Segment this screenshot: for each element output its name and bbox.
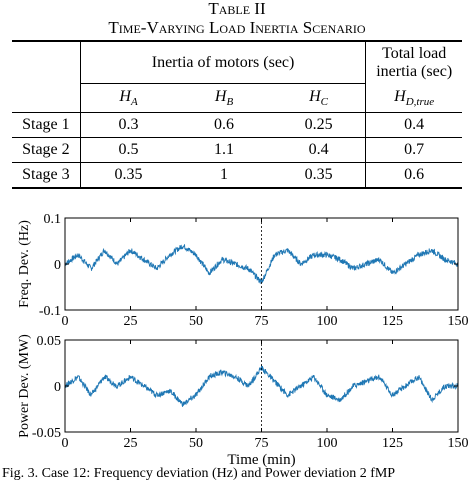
x-tick-label: 0 bbox=[62, 436, 69, 451]
x-axis-label: Time (min) bbox=[227, 452, 295, 468]
table-row: Stage 1 0.3 0.6 0.25 0.4 bbox=[12, 112, 462, 138]
x-tick-label: 75 bbox=[255, 314, 269, 329]
y-tick-label: 0 bbox=[54, 258, 61, 273]
y-tick-label: -0.05 bbox=[32, 426, 61, 441]
row-label: Stage 1 bbox=[12, 112, 81, 138]
cell-value: 0.6 bbox=[176, 112, 272, 138]
figure-caption: Fig. 3. Case 12: Frequency deviation (Hz… bbox=[2, 466, 396, 481]
cell-value: 0.6 bbox=[365, 162, 462, 189]
header-empty-cell bbox=[12, 83, 81, 113]
y-tick-label: 0.1 bbox=[44, 212, 62, 227]
cell-value: 0.7 bbox=[365, 137, 462, 163]
table-corner-cell bbox=[12, 40, 81, 84]
x-tick-label: 50 bbox=[189, 436, 203, 451]
table-row: Stage 3 0.35 1 0.35 0.6 bbox=[12, 162, 462, 189]
table-caption-number: Table II bbox=[208, 0, 266, 18]
inertia-table: Inertia of motors (sec) Total load inerti… bbox=[12, 40, 462, 189]
x-tick-label: 25 bbox=[124, 436, 138, 451]
cell-value: 0.4 bbox=[365, 112, 462, 138]
row-label: Stage 3 bbox=[12, 162, 81, 189]
header-ha: HA bbox=[80, 83, 177, 113]
header-hd-true: HD,true bbox=[365, 83, 462, 113]
y-tick-label: 0 bbox=[54, 380, 61, 395]
x-tick-label: 100 bbox=[317, 314, 338, 329]
x-tick-label: 150 bbox=[448, 314, 469, 329]
row-label: Stage 2 bbox=[12, 137, 81, 163]
table-caption-title: Time-Varying Load Inertia Scenario bbox=[108, 18, 366, 37]
table-row: Stage 2 0.5 1.1 0.4 0.7 bbox=[12, 137, 462, 163]
x-tick-label: 0 bbox=[62, 314, 69, 329]
x-tick-label: 100 bbox=[317, 436, 338, 451]
x-tick-label: 75 bbox=[255, 436, 269, 451]
y-axis-label-2: Power Dev. (MW) bbox=[17, 334, 32, 438]
y-axis-label-1: Freq. Dev. (Hz) bbox=[17, 220, 32, 308]
x-tick-label: 150 bbox=[448, 436, 469, 451]
y-tick-label: -0.1 bbox=[39, 304, 61, 319]
cell-value: 0.25 bbox=[271, 112, 367, 138]
x-tick-label: 25 bbox=[124, 314, 138, 329]
x-tick-label: 125 bbox=[382, 314, 403, 329]
cell-value: 1.1 bbox=[176, 137, 272, 163]
x-tick-label: 125 bbox=[382, 436, 403, 451]
cell-value: 0.35 bbox=[271, 162, 367, 189]
cell-value: 0.35 bbox=[80, 162, 177, 189]
header-hc: HC bbox=[271, 83, 367, 113]
cell-value: 1 bbox=[176, 162, 272, 189]
header-group-motors: Inertia of motors (sec) bbox=[80, 40, 367, 84]
cell-value: 0.3 bbox=[80, 112, 177, 138]
header-hb: HB bbox=[176, 83, 272, 113]
cell-value: 0.4 bbox=[271, 137, 367, 163]
y-tick-label: 0.05 bbox=[37, 334, 62, 349]
cell-value: 0.5 bbox=[80, 137, 177, 163]
x-tick-label: 50 bbox=[189, 314, 203, 329]
header-total-inertia: Total load inertia (sec) bbox=[365, 40, 462, 84]
